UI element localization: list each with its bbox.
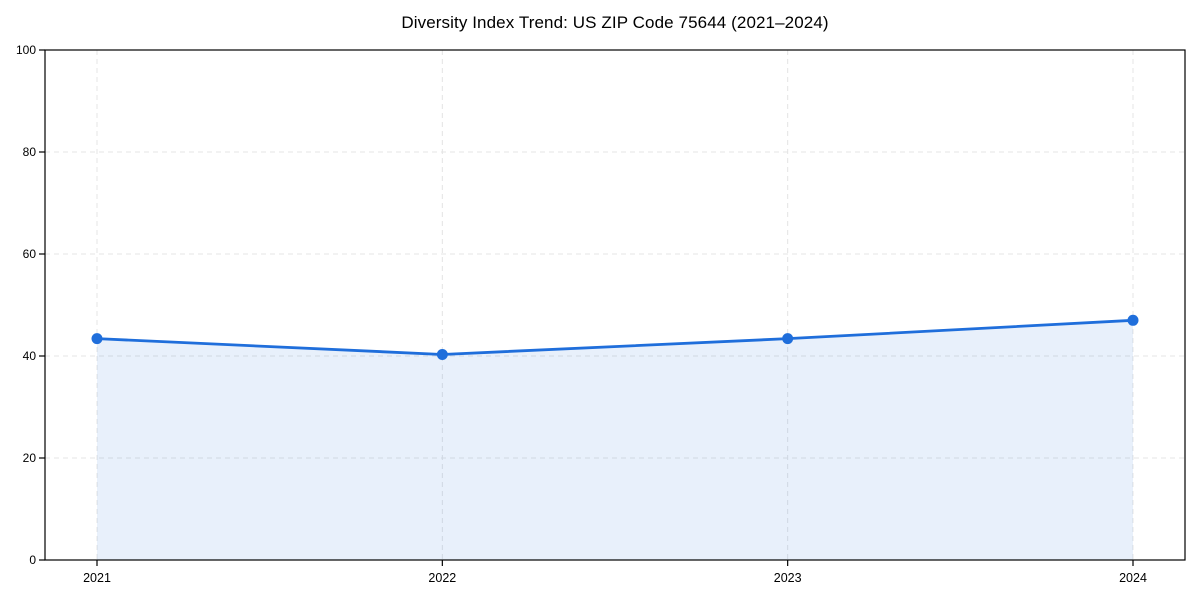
y-axis-tick-label: 20 — [23, 451, 37, 465]
data-point-marker — [436, 348, 448, 360]
data-point-marker — [782, 333, 794, 345]
data-point-marker — [1127, 314, 1139, 326]
chart-title: Diversity Index Trend: US ZIP Code 75644… — [401, 13, 829, 32]
x-axis-tick-label: 2022 — [428, 571, 456, 585]
x-axis-tick-label: 2024 — [1119, 571, 1147, 585]
y-axis-tick-label: 60 — [23, 247, 37, 261]
y-axis-tick-label: 100 — [16, 43, 36, 57]
x-axis-tick-label: 2021 — [83, 571, 111, 585]
y-axis-tick-label: 0 — [29, 553, 36, 567]
y-axis-tick-label: 40 — [23, 349, 37, 363]
data-point-marker — [91, 333, 103, 345]
plot-border — [44, 49, 1186, 561]
area-fill — [97, 320, 1133, 560]
trend-line — [95, 318, 1135, 356]
x-axis-tick-label: 2023 — [774, 571, 802, 585]
y-axis-tick-label: 80 — [23, 145, 37, 159]
